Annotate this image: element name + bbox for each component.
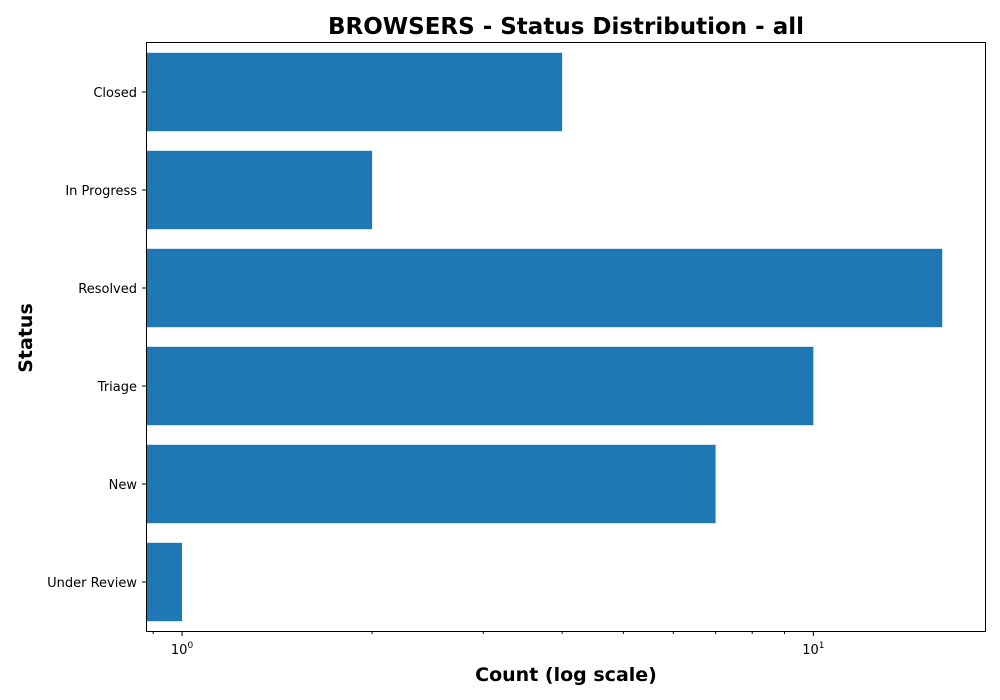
bar-in-progress — [147, 150, 373, 230]
x-tick-label: 101 — [802, 641, 824, 658]
y-axis-ticks: Closed In Progress Resolved Triage New Under … — [47, 86, 147, 591]
bar-under-review — [147, 542, 183, 622]
bar-resolved — [147, 248, 943, 328]
plot-frame — [146, 42, 986, 632]
chart-title: BROWSERS - Status Distribution - all — [328, 14, 804, 40]
y-tick-label: In Progress — [65, 184, 137, 199]
y-tick-label: Triage — [97, 380, 137, 395]
x-axis-label: Count (log scale) — [475, 664, 657, 686]
bar-closed — [147, 52, 563, 132]
y-axis-label: Status — [15, 303, 37, 373]
x-tick-label: 100 — [171, 641, 194, 658]
x-axis-ticks: 100 101 — [152, 631, 825, 658]
y-tick-label: Under Review — [47, 576, 137, 591]
y-tick-label: New — [109, 478, 138, 493]
bar-new — [147, 444, 716, 524]
y-tick-label: Closed — [93, 86, 137, 101]
bar-group — [147, 52, 943, 622]
bar-triage — [147, 346, 814, 426]
y-tick-label: Resolved — [78, 282, 137, 297]
